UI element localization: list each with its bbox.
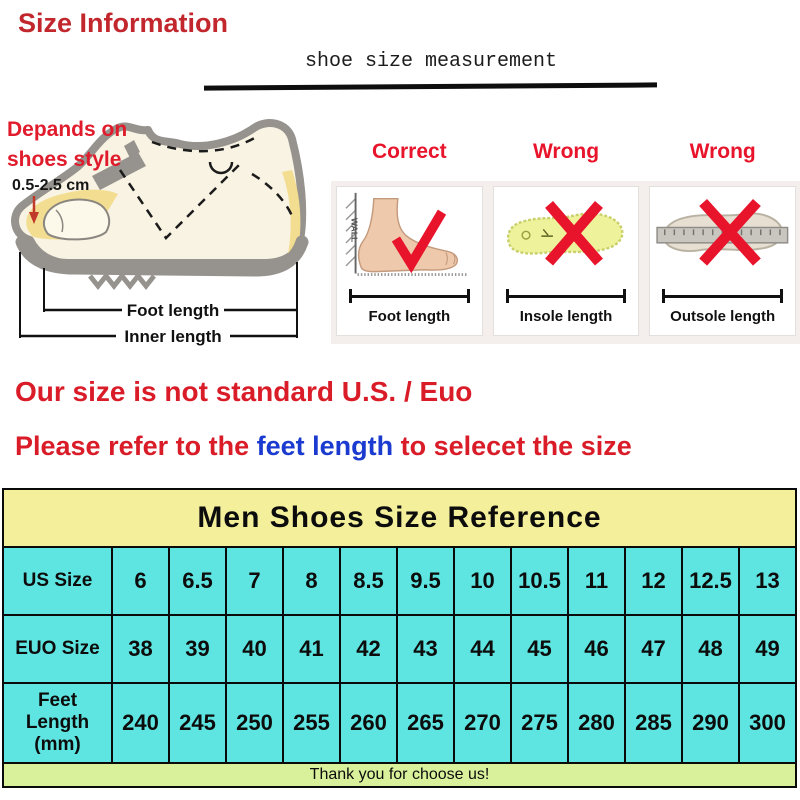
measure-bracket xyxy=(505,289,627,303)
table-cell: 12.5 xyxy=(681,546,740,616)
table-cell: 265 xyxy=(396,682,455,764)
table-cell: 48 xyxy=(681,614,740,684)
foot-length-bracket xyxy=(43,262,298,338)
table-cell: 255 xyxy=(282,682,341,764)
subtitle-underline xyxy=(203,82,658,91)
table-cell: 13 xyxy=(738,546,797,616)
verdict-label: Wrong xyxy=(532,140,600,163)
notice-feet-length: Please refer to the feet length to selec… xyxy=(15,431,632,462)
table-cell: 47 xyxy=(624,614,683,684)
foot-against-wall-icon: WALL xyxy=(345,192,467,276)
style-note-line2: shoes style xyxy=(7,148,121,171)
outsole-with-ruler-icon xyxy=(656,198,789,266)
inner-length-label: Inner length xyxy=(124,327,221,346)
table-cell: 6 xyxy=(111,546,170,616)
measure-label: Insole length xyxy=(519,308,613,325)
panel-card: Outsole length xyxy=(649,186,797,336)
inner-length-bracket xyxy=(19,252,297,338)
table-cell: 11 xyxy=(567,546,626,616)
table-cell: 10 xyxy=(453,546,512,616)
table-cell: 6.5 xyxy=(168,546,227,616)
table-cell: 12 xyxy=(624,546,683,616)
table-cell: 300 xyxy=(738,682,797,764)
measure-bracket xyxy=(349,289,470,303)
table-cell: 46 xyxy=(567,614,626,684)
panel-card: WALL Foot length xyxy=(336,186,483,336)
table-cell: 40 xyxy=(225,614,284,684)
verdict-label: Wrong xyxy=(689,140,756,163)
table-cell: 45 xyxy=(510,614,569,684)
measure-label: Foot length xyxy=(368,308,451,325)
table-cell: 42 xyxy=(339,614,398,684)
cross-mark-icon xyxy=(544,200,603,266)
cross-mark-icon xyxy=(699,198,762,266)
table-cell: 260 xyxy=(339,682,398,764)
panel-card: Insole length xyxy=(492,186,640,336)
insole-icon xyxy=(506,200,624,266)
measure-label: Outsole length xyxy=(670,308,776,325)
table-cell: 240 xyxy=(111,682,170,764)
size-reference-table: Men Shoes Size Reference US Size 6 6.5 7… xyxy=(2,488,797,788)
table-cell: 44 xyxy=(453,614,512,684)
subtitle: shoe size measurement xyxy=(304,50,558,73)
check-mark-icon xyxy=(391,209,447,274)
notice-suffix: to selecet the size xyxy=(393,431,632,461)
style-note-line1: Depands on xyxy=(7,118,127,141)
verdict-label: Correct xyxy=(371,140,447,163)
measurement-panel-insole: Wrong Insole length xyxy=(492,140,640,336)
table-cell: 43 xyxy=(396,614,455,684)
table-cell: 38 xyxy=(111,614,170,684)
row-label: US Size xyxy=(2,546,113,616)
table-row-euo-size: EUO Size 38 39 40 41 42 43 44 45 46 47 4… xyxy=(2,614,797,684)
page-title: Size Information xyxy=(18,8,229,38)
table-title: Men Shoes Size Reference xyxy=(2,488,797,548)
table-footer-note: Thank you for choose us! xyxy=(2,762,797,788)
table-cell: 8 xyxy=(282,546,341,616)
row-label: Feet Length (mm) xyxy=(2,682,113,764)
notice-highlight: feet length xyxy=(256,431,394,461)
toe-gap-arrow-icon xyxy=(29,196,39,224)
measure-bracket xyxy=(662,289,784,303)
shoe-cross-section-diagram: Depands on shoes style 0.5-2.5 cm Foot l… xyxy=(7,118,309,346)
table-cell: 41 xyxy=(282,614,341,684)
table-cell: 245 xyxy=(168,682,227,764)
table-cell: 49 xyxy=(738,614,797,684)
table-cell: 7 xyxy=(225,546,284,616)
shoe-art xyxy=(11,119,309,291)
foot-length-label: Foot length xyxy=(127,301,220,320)
measurement-guide: Correct WALL Foot length xyxy=(336,140,797,336)
table-cell: 39 xyxy=(168,614,227,684)
table-row-feet-length: Feet Length (mm) 240 245 250 255 260 265… xyxy=(2,682,797,764)
measurement-panel-outsole: Wrong Outsole length xyxy=(649,140,797,336)
table-cell: 275 xyxy=(510,682,569,764)
table-cell: 9.5 xyxy=(396,546,455,616)
table-cell: 285 xyxy=(624,682,683,764)
row-label: EUO Size xyxy=(2,614,113,684)
table-cell: 10.5 xyxy=(510,546,569,616)
table-cell: 250 xyxy=(225,682,284,764)
table-cell: 8.5 xyxy=(339,546,398,616)
wall-text: WALL xyxy=(350,218,360,242)
table-cell: 290 xyxy=(681,682,740,764)
measurement-panel-correct: Correct WALL Foot length xyxy=(336,140,483,336)
notice-prefix: Please refer to the xyxy=(15,431,257,461)
wall-hatch xyxy=(345,198,357,267)
table-row-us-size: US Size 6 6.5 7 8 8.5 9.5 10 10.5 11 12 … xyxy=(2,546,797,616)
table-cell: 270 xyxy=(453,682,512,764)
notice-size-standard: Our size is not standard U.S. / Euo xyxy=(15,376,473,407)
toe-gap-label: 0.5-2.5 cm xyxy=(12,177,89,194)
table-cell: 280 xyxy=(567,682,626,764)
